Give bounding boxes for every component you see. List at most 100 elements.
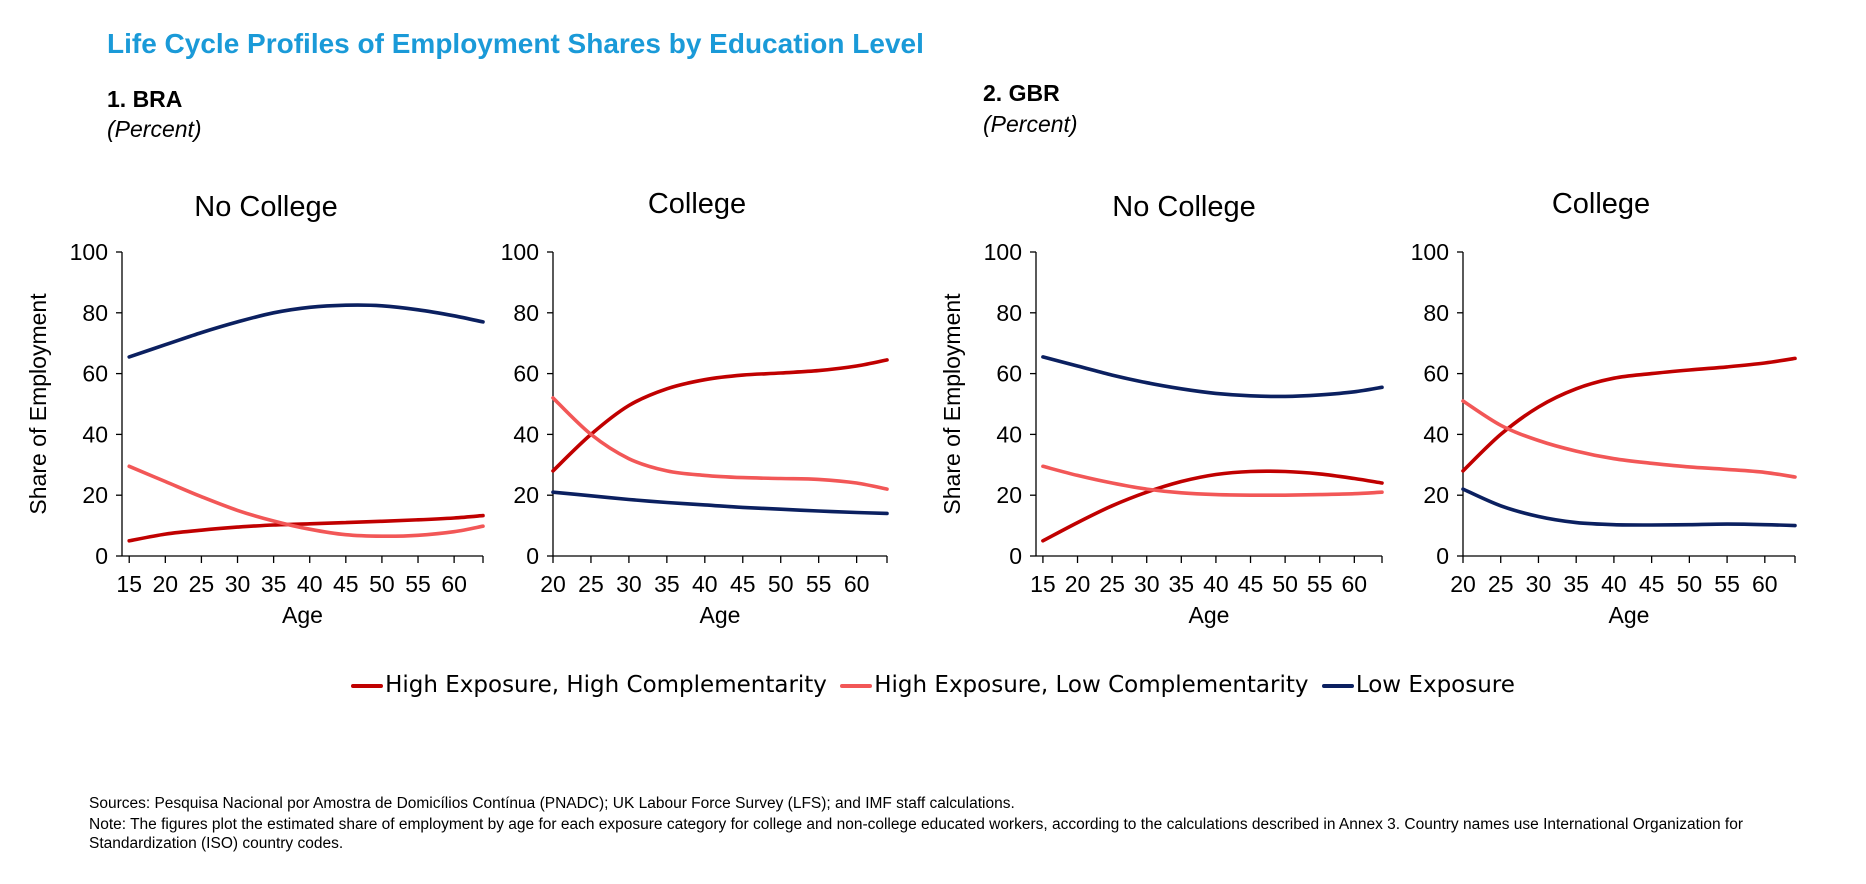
chart3-y-tick-label: 20 [996, 482, 1022, 508]
chart3-series-high-low [1041, 464, 1384, 498]
chart1-x-tick-label: 25 [189, 571, 215, 597]
legend-label-high-high: High Exposure, High Complementarity [385, 672, 827, 698]
chart1-x-tick-label: 35 [261, 571, 287, 597]
chart1-x-tick-label: 20 [153, 571, 179, 597]
chart4-x-tick-label: 50 [1677, 571, 1703, 597]
chart2-x-tick-label: 60 [844, 571, 870, 597]
chart2-x-label: Age [700, 602, 741, 628]
chart4-x-tick-label: 20 [1450, 571, 1476, 597]
chart3-y-label: Share of Employment [939, 293, 965, 515]
chart3-x-tick-label: 35 [1169, 571, 1195, 597]
chart4-y-tick-label: 20 [1423, 482, 1449, 508]
chart2-y-tick-label: 80 [513, 300, 539, 326]
legend-item-high-high: High Exposure, High Complementarity [351, 672, 827, 698]
section-heading-gbr: 2. GBR [983, 80, 1060, 106]
chart4-y-tick-label: 60 [1423, 361, 1449, 387]
legend-item-low: Low Exposure [1321, 672, 1515, 698]
chart4-series-high-low [1461, 399, 1797, 479]
footnote-sources: Sources: Pesquisa Nacional por Amostra d… [89, 795, 1015, 812]
legend-label-high-low: High Exposure, Low Complementarity [874, 672, 1309, 698]
chart1-x-label: Age [282, 602, 323, 628]
chart2-x-tick-label: 35 [654, 571, 680, 597]
chart2-x-tick-label: 50 [768, 571, 794, 597]
chart4-x-tick-label: 55 [1714, 571, 1740, 597]
chart1-x-tick-label: 15 [116, 571, 142, 597]
chart3-y-tick-label: 80 [996, 300, 1022, 326]
chart4-x-tick-label: 60 [1752, 571, 1778, 597]
chart3-x-tick-label: 50 [1272, 571, 1298, 597]
chart3-title: No College [1112, 191, 1255, 223]
chart1-y-label: Share of Employment [25, 293, 51, 515]
footnote-note: Note: The figures plot the estimated sha… [89, 816, 1744, 852]
chart3-y-tick-label: 0 [1009, 543, 1022, 569]
section-heading-bra: 1. BRA [107, 86, 183, 112]
section-subheading-bra: (Percent) [107, 116, 202, 142]
chart3-x-tick-label: 60 [1342, 571, 1368, 597]
section-subheading-gbr: (Percent) [983, 111, 1078, 137]
page-title: Life Cycle Profiles of Employment Shares… [107, 28, 924, 59]
chart1-series-high-low [127, 464, 485, 539]
chart4-x-tick-label: 30 [1526, 571, 1552, 597]
chart1-y-tick-label: 100 [70, 239, 108, 265]
chart1-series-low [127, 303, 485, 359]
chart4-title: College [1552, 188, 1650, 220]
chart2-series-high-low [551, 396, 889, 491]
legend-swatch-low [1321, 683, 1354, 688]
chart1-x-tick-label: 50 [369, 571, 395, 597]
chart4-x-label: Age [1609, 602, 1650, 628]
chart4-x-tick-label: 40 [1601, 571, 1627, 597]
chart3-x-tick-label: 40 [1203, 571, 1229, 597]
chart1-y-tick-label: 60 [82, 361, 108, 387]
chart1-x-tick-label: 45 [333, 571, 359, 597]
chart1-x-tick-label: 30 [225, 571, 251, 597]
chart2-y-tick-label: 60 [513, 361, 539, 387]
legend-label-low: Low Exposure [1355, 672, 1515, 698]
chart3-x-tick-label: 20 [1065, 571, 1091, 597]
chart2-x-tick-label: 30 [616, 571, 642, 597]
chart2-series-low [551, 490, 889, 516]
chart4-y-tick-label: 40 [1423, 421, 1449, 447]
chart3-x-tick-label: 30 [1134, 571, 1160, 597]
chart1-title: No College [194, 191, 337, 223]
chart1-x-tick-label: 60 [441, 571, 467, 597]
chart1-x-tick-label: 40 [297, 571, 323, 597]
chart2-y-tick-label: 0 [526, 543, 539, 569]
chart3-x-tick-label: 15 [1030, 571, 1056, 597]
chart3-y-tick-label: 40 [996, 421, 1022, 447]
chart2-x-tick-label: 55 [806, 571, 832, 597]
chart1-y-tick-label: 0 [95, 543, 108, 569]
legend-swatch-high-high [351, 683, 384, 688]
chart3-y-tick-label: 100 [984, 239, 1022, 265]
chart2-x-tick-label: 25 [578, 571, 604, 597]
chart2-title: College [648, 188, 746, 220]
chart4-x-tick-label: 45 [1639, 571, 1665, 597]
chart3-y-tick-label: 60 [996, 361, 1022, 387]
chart2-y-tick-label: 40 [513, 421, 539, 447]
chart3-series-low [1041, 355, 1384, 399]
chart2-x-tick-label: 45 [730, 571, 756, 597]
chart3-x-tick-label: 25 [1099, 571, 1125, 597]
chart2-y-tick-label: 20 [513, 482, 539, 508]
chart2-y-tick-label: 100 [501, 239, 539, 265]
chart4-x-tick-label: 25 [1488, 571, 1514, 597]
chart2-x-tick-label: 40 [692, 571, 718, 597]
chart3-x-tick-label: 55 [1307, 571, 1333, 597]
chart2-series-high-high [551, 358, 889, 473]
chart4-series-low [1461, 487, 1797, 528]
legend-swatch-high-low [840, 683, 873, 688]
chart1-x-tick-label: 55 [405, 571, 431, 597]
legend-item-high-low: High Exposure, Low Complementarity [840, 672, 1309, 698]
chart4-series-high-high [1461, 356, 1797, 473]
chart1-y-tick-label: 80 [82, 300, 108, 326]
chart4-y-tick-label: 100 [1411, 239, 1449, 265]
chart4-y-tick-label: 0 [1436, 543, 1449, 569]
chart4-x-tick-label: 35 [1563, 571, 1589, 597]
chart1-y-tick-label: 40 [82, 421, 108, 447]
chart3-x-tick-label: 45 [1238, 571, 1264, 597]
chart3-series-high-high [1041, 469, 1384, 543]
chart4-y-tick-label: 80 [1423, 300, 1449, 326]
chart2-x-tick-label: 20 [540, 571, 566, 597]
chart1-y-tick-label: 20 [82, 482, 108, 508]
chart3-x-label: Age [1189, 602, 1230, 628]
